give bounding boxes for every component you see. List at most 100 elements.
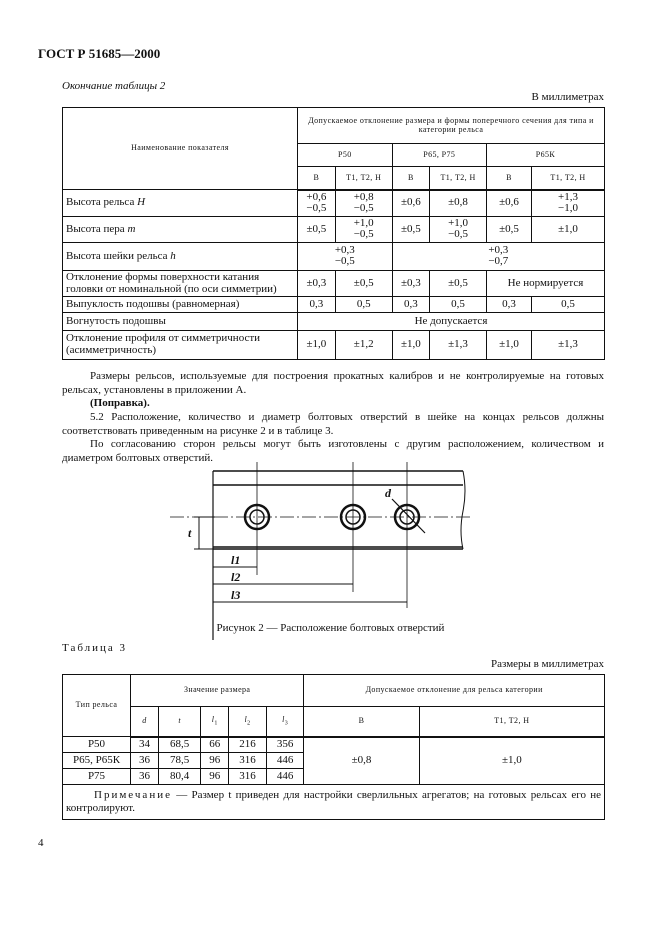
merged-value-cell: +0,3 −0,5 — [297, 242, 393, 271]
table-row: Высота пера m ±0,5 +1,0 −0,5 ±0,5 +1,0 −0,5 ±0,… — [62, 216, 606, 243]
rail-type-cell: Р65, Р65К — [62, 752, 131, 769]
category-header: В — [297, 166, 336, 191]
dimension-header-l3: l3 — [265, 706, 305, 738]
value-cell: ±1,0 — [297, 330, 336, 360]
note-text: — Размер t приведен для настройки сверли… — [66, 789, 601, 814]
dimension-header-t: t — [157, 706, 202, 738]
column-header-group: Допускаемое отклонение размера и формы п… — [297, 107, 605, 144]
indicator-name: Высота пера m — [62, 216, 298, 243]
table-2: Наименование показателя Допускаемое откло… — [62, 107, 606, 360]
value-cell: 66 — [200, 736, 230, 753]
value-cell: ±0,5 — [391, 216, 431, 243]
amendment-note: (Поправка). — [90, 397, 150, 409]
indicator-symbol: m — [127, 222, 136, 235]
bolt-hole — [339, 503, 367, 531]
page-number: 4 — [38, 837, 44, 849]
note-label: Примечание — [94, 789, 172, 801]
value-cell: 68,5 — [157, 736, 202, 753]
bolt-hole — [393, 503, 421, 531]
dim-l1-label: l1 — [231, 553, 240, 567]
value-cell: ±1,3 — [429, 330, 487, 360]
indicator-name: Высота шейки рельса h — [62, 242, 298, 271]
indicator-text: Высота рельса — [66, 196, 135, 209]
table2-units: В миллиметрах — [531, 91, 604, 103]
column-header-value: Значение размера — [129, 674, 305, 707]
tolerance-cell: ±0,8 — [303, 736, 420, 785]
value-cell: +0,6 −0,5 — [297, 189, 336, 217]
column-header-tolerance: Допускаемое отклонение для рельса катего… — [303, 674, 605, 707]
paragraph-5-2: 5.2 Расположение, количество и диаметр б… — [62, 411, 604, 437]
bolt-hole — [243, 503, 271, 531]
dimension-header-l1: l1 — [200, 706, 230, 738]
dim-d-label: d — [385, 486, 392, 500]
category-header: Т1, Т2, Н — [530, 166, 606, 191]
rail-type-cell: Р75 — [62, 768, 131, 785]
value-cell: 96 — [200, 768, 230, 785]
indicator-text: Отклонение профиля от симметричности (ас… — [66, 332, 261, 356]
table-row: Высота рельса H +0,6 −0,5 +0,8 −0,5 ±0,6 ±0,8 ±… — [62, 189, 606, 217]
table-row: Отклонение профиля от симметричности (ас… — [62, 330, 606, 360]
table-row: Высота шейки рельса h +0,3 −0,5 +0,3 −0,7 — [62, 242, 606, 271]
value-cell: 80,4 — [157, 768, 202, 785]
merged-value-cell: Не нормируется — [485, 270, 606, 297]
value-cell: 36 — [130, 768, 159, 785]
table3-units: Размеры в миллиметрах — [491, 658, 604, 670]
indicator-text: Отклонение формы поверхности катания гол… — [66, 270, 277, 295]
dimension-header-l2: l2 — [228, 706, 267, 738]
table-row: Р75 36 80,4 96 316 446 — [62, 768, 605, 785]
paragraph-calibers: Размеры рельсов, используемые для постро… — [62, 370, 604, 397]
figure-2-drawing: d t l1 l2 l3 — [170, 462, 473, 640]
table-row: Отклонение формы поверхности катания гол… — [62, 270, 606, 297]
value-cell: 36 — [130, 752, 159, 769]
category-header: В — [303, 706, 420, 738]
dimension-header-d: d — [130, 706, 159, 738]
value-cell: 96 — [200, 752, 230, 769]
indicator-name: Отклонение формы поверхности катания гол… — [62, 270, 298, 297]
merged-value-cell: +0,3 −0,7 — [391, 242, 606, 271]
table3-title: Таблица 3 — [62, 642, 128, 654]
column-header-type: Тип рельса — [62, 674, 131, 737]
value-cell: 216 — [228, 736, 267, 753]
value-cell: 78,5 — [157, 752, 202, 769]
category-header: Т1, Т2, Н — [334, 166, 393, 191]
value-cell: 356 — [265, 736, 305, 753]
category-header: Т1, Т2, Н — [418, 706, 606, 738]
value-cell: ±0,5 — [429, 270, 487, 297]
indicator-text: Вогнутость подошвы — [66, 314, 166, 327]
indicator-name: Отклонение профиля от симметричности (ас… — [62, 330, 298, 360]
rail-type-cell: Р50 — [62, 736, 131, 753]
value-cell: ±1,0 — [391, 330, 431, 360]
category-header: В — [391, 166, 431, 191]
dim-l3-label: l3 — [231, 588, 240, 602]
value-cell: 316 — [228, 752, 267, 769]
indicator-text: Высота шейки рельса — [66, 249, 168, 262]
dim-l2-label: l2 — [231, 570, 240, 584]
paragraph-text: Размеры рельсов, используемые для постро… — [62, 370, 604, 396]
value-cell: 446 — [265, 768, 305, 785]
value-cell: +0,8 −0,5 — [334, 189, 393, 217]
value-cell: 446 — [265, 752, 305, 769]
value-cell: ±0,5 — [334, 270, 393, 297]
value-cell: ±1,0 — [485, 330, 532, 360]
value-cell: ±1,2 — [334, 330, 393, 360]
category-header: В — [485, 166, 532, 191]
document-header: ГОСТ Р 51685—2000 — [38, 46, 161, 61]
dim-t-label: t — [188, 526, 192, 540]
category-header: Т1, Т2, Н — [429, 166, 487, 191]
tolerance-cell: ±1,0 — [418, 736, 606, 785]
table-continuation-label: Окончание таблицы 2 — [62, 80, 166, 92]
indicator-name: Высота рельса H — [62, 189, 298, 217]
value-cell: 34 — [130, 736, 159, 753]
table-note: Примечание — Размер t приведен для настр… — [62, 784, 605, 820]
value-cell: ±1,0 — [530, 216, 606, 243]
table-3: Тип рельса Значение размера Допускаемое от… — [62, 674, 606, 820]
paragraph-agreement: По согласованию сторон рельсы могут быть… — [62, 438, 604, 464]
indicator-symbol: H — [137, 196, 146, 209]
figure-caption: Рисунок 2 — Расположение болтовых отверс… — [216, 622, 445, 634]
value-cell: ±1,3 — [530, 330, 606, 360]
indicator-symbol: h — [170, 249, 176, 262]
table-row: Р50 34 68,5 66 216 356 ±0,8 ±1,0 — [62, 736, 606, 785]
value-cell: +1,0 −0,5 — [334, 216, 393, 243]
indicator-text: Высота пера — [66, 222, 125, 235]
column-header-indicator: Наименование показателя — [62, 107, 298, 190]
